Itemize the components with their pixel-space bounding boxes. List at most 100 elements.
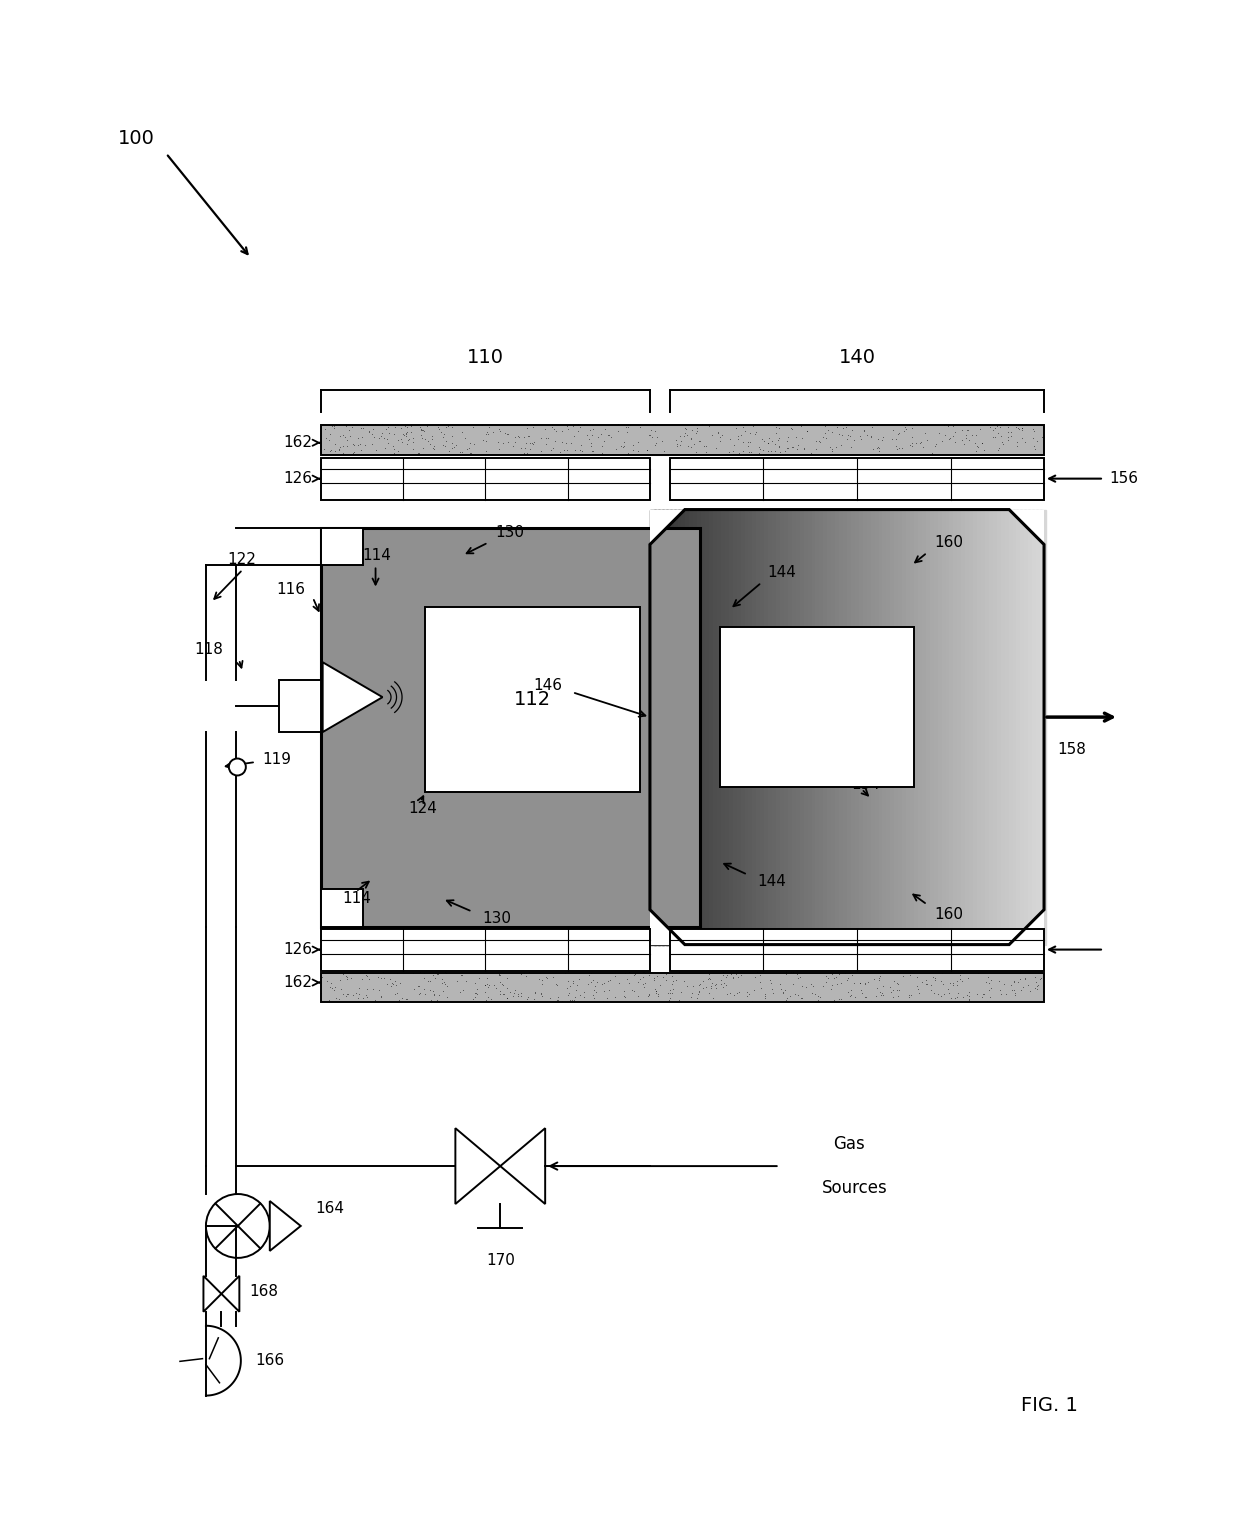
FancyBboxPatch shape [321, 458, 650, 499]
FancyBboxPatch shape [279, 680, 321, 731]
Text: Sources: Sources [822, 1179, 888, 1197]
FancyBboxPatch shape [670, 458, 1044, 499]
Polygon shape [887, 510, 893, 945]
Circle shape [206, 1194, 270, 1258]
Polygon shape [756, 510, 763, 945]
Polygon shape [713, 510, 719, 945]
Polygon shape [697, 510, 703, 945]
Text: 168: 168 [249, 1284, 278, 1299]
Polygon shape [657, 510, 663, 945]
Polygon shape [970, 510, 975, 945]
Polygon shape [937, 510, 944, 945]
Polygon shape [666, 510, 672, 945]
Polygon shape [921, 510, 928, 945]
Polygon shape [957, 510, 963, 945]
FancyBboxPatch shape [321, 928, 650, 971]
Polygon shape [961, 510, 967, 945]
Polygon shape [709, 510, 715, 945]
Text: FIG. 1: FIG. 1 [1021, 1396, 1078, 1416]
Text: 122: 122 [227, 551, 255, 567]
Polygon shape [918, 510, 924, 945]
Polygon shape [729, 510, 734, 945]
Text: 116: 116 [277, 582, 306, 597]
Text: 164: 164 [316, 1200, 345, 1215]
Polygon shape [941, 510, 947, 945]
Polygon shape [744, 510, 750, 945]
Polygon shape [874, 510, 880, 945]
Polygon shape [946, 510, 951, 945]
Polygon shape [934, 510, 940, 945]
Polygon shape [662, 510, 667, 945]
Polygon shape [816, 510, 821, 945]
FancyBboxPatch shape [321, 527, 699, 927]
Polygon shape [717, 510, 723, 945]
Text: 112: 112 [515, 690, 552, 709]
Polygon shape [1021, 510, 1027, 945]
Polygon shape [1008, 510, 1014, 945]
Polygon shape [686, 510, 692, 945]
Text: 126: 126 [284, 472, 312, 486]
Polygon shape [1024, 510, 1030, 945]
Text: 160: 160 [934, 534, 963, 550]
Text: 100: 100 [118, 128, 155, 148]
Polygon shape [839, 510, 844, 945]
Text: 120: 120 [299, 681, 327, 696]
Polygon shape [270, 1202, 301, 1251]
Polygon shape [854, 510, 861, 945]
Polygon shape [764, 510, 770, 945]
Text: 154: 154 [852, 777, 880, 793]
Polygon shape [977, 510, 983, 945]
Polygon shape [720, 510, 727, 945]
Polygon shape [1013, 510, 1018, 945]
Text: 156: 156 [1109, 472, 1138, 486]
FancyBboxPatch shape [321, 527, 362, 565]
Polygon shape [768, 510, 774, 945]
Polygon shape [894, 510, 900, 945]
FancyBboxPatch shape [321, 425, 1044, 455]
Polygon shape [650, 510, 656, 945]
Polygon shape [847, 510, 853, 945]
Text: 120: 120 [289, 699, 311, 713]
FancyBboxPatch shape [425, 608, 640, 793]
Polygon shape [926, 510, 931, 945]
Polygon shape [1017, 510, 1023, 945]
Polygon shape [780, 510, 786, 945]
Polygon shape [650, 910, 684, 945]
Polygon shape [222, 1277, 239, 1312]
Text: 130: 130 [495, 525, 525, 541]
Polygon shape [203, 1277, 222, 1312]
Polygon shape [910, 510, 916, 945]
Polygon shape [811, 510, 817, 945]
Polygon shape [827, 510, 833, 945]
Polygon shape [693, 510, 699, 945]
Polygon shape [792, 510, 797, 945]
Text: 162: 162 [284, 435, 312, 450]
Polygon shape [831, 510, 837, 945]
FancyBboxPatch shape [670, 928, 1044, 971]
Polygon shape [914, 510, 920, 945]
Polygon shape [906, 510, 913, 945]
Text: 170: 170 [486, 1254, 515, 1269]
Polygon shape [670, 510, 676, 945]
Text: 142: 142 [799, 698, 836, 716]
Text: 144: 144 [768, 565, 796, 580]
Polygon shape [733, 510, 739, 945]
Polygon shape [725, 510, 730, 945]
Polygon shape [1032, 510, 1038, 945]
Text: 144: 144 [758, 875, 786, 889]
Polygon shape [800, 510, 806, 945]
Polygon shape [701, 510, 707, 945]
Text: 114: 114 [342, 892, 372, 906]
Polygon shape [740, 510, 746, 945]
Text: 162: 162 [284, 976, 312, 989]
Polygon shape [1009, 510, 1044, 545]
Polygon shape [863, 510, 869, 945]
Polygon shape [965, 510, 971, 945]
Polygon shape [890, 510, 897, 945]
Polygon shape [954, 510, 960, 945]
Polygon shape [867, 510, 873, 945]
Polygon shape [859, 510, 864, 945]
Polygon shape [650, 510, 684, 545]
Polygon shape [997, 510, 1003, 945]
Polygon shape [784, 510, 790, 945]
